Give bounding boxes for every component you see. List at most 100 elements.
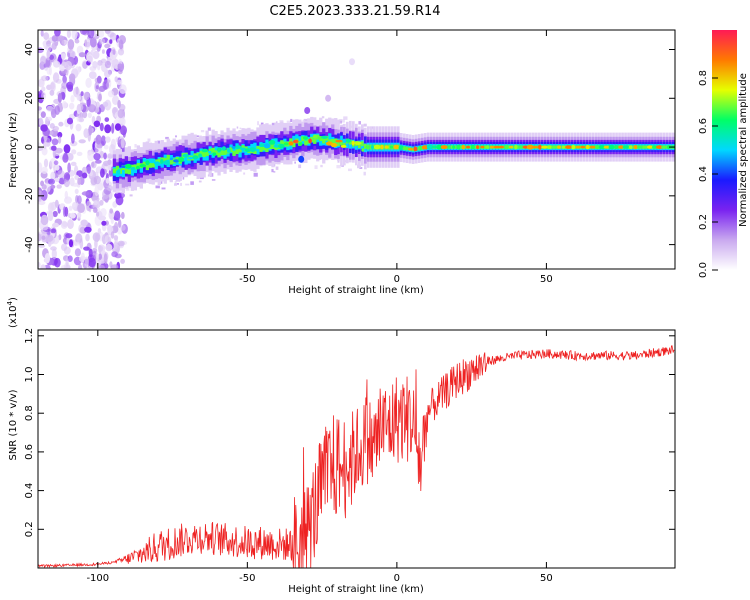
heatmap-cell: [38, 200, 46, 206]
heatmap-cell: [298, 164, 302, 169]
heatmap-cell: [325, 94, 332, 102]
heatmap-cell: [41, 75, 49, 82]
heatmap-cell: [346, 155, 351, 158]
heatmap-cell: [105, 243, 113, 252]
heatmap-cell: [105, 177, 110, 184]
heatmap-cell: [660, 145, 668, 149]
heatmap-cell: [174, 181, 177, 185]
snr-exponent-close: ): [8, 297, 19, 301]
heatmap-cell: [87, 55, 93, 63]
heatmap-cell: [301, 136, 305, 142]
heatmap-cell: [148, 162, 152, 168]
heatmap-cell: [321, 135, 328, 139]
heatmap-cell: [62, 75, 67, 84]
heatmap-cell: [116, 169, 121, 175]
heatmap-cell: [212, 152, 217, 156]
heatmap-cell: [196, 152, 200, 158]
heatmap-cell: [618, 145, 625, 149]
heatmap-cell: [78, 117, 85, 123]
heatmap-cell: [120, 224, 126, 231]
heatmap-cell: [398, 145, 404, 151]
heatmap-cell: [52, 222, 59, 228]
heatmap-cell: [121, 165, 126, 169]
heatmap-cell: [413, 146, 418, 152]
heatmap-cell: [66, 30, 71, 38]
spectrogram-frame: [37, 29, 676, 270]
heatmap-cell: [130, 166, 134, 176]
heatmap-cell: [522, 145, 529, 149]
y-tick-label: 1.0: [24, 367, 35, 383]
heatmap-cell: [85, 233, 90, 242]
heatmap-cell: [136, 165, 140, 170]
heatmap-cell: [69, 177, 75, 187]
heatmap-cell: [598, 145, 606, 150]
heatmap-cell: [589, 145, 596, 149]
heatmap-cell: [50, 184, 56, 189]
heatmap-cell: [493, 145, 501, 149]
heatmap-cell: [298, 155, 305, 163]
heatmap-cell: [220, 150, 224, 156]
heatmap-cell: [507, 145, 511, 149]
heatmap-cell: [459, 145, 463, 149]
heatmap-cell: [111, 58, 120, 69]
heatmap-cell: [136, 163, 140, 168]
heatmap-cell: [41, 184, 47, 190]
heatmap-cell: [421, 145, 429, 150]
heatmap-cell: [71, 30, 78, 40]
heatmap-cell: [108, 172, 113, 177]
heatmap-cell: [56, 170, 65, 179]
colorbar-tick-label: 0.6: [698, 118, 709, 134]
heatmap-cell: [76, 111, 80, 122]
heatmap-cell: [109, 39, 113, 44]
heatmap-cell: [77, 195, 82, 205]
heatmap-cell: [199, 150, 203, 165]
heatmap-cell: [54, 177, 60, 182]
heatmap-cell: [47, 202, 54, 213]
heatmap-cell: [65, 233, 73, 239]
heatmap-cell: [117, 240, 125, 247]
heatmap-cell: [87, 30, 95, 39]
heatmap-cell: [117, 109, 125, 119]
heatmap-cell: [110, 216, 114, 225]
heatmap-cell: [580, 145, 586, 149]
heatmap-cell: [426, 144, 433, 150]
heatmap-cell: [551, 145, 558, 149]
heatmap-cell: [63, 246, 71, 255]
heatmap-cell: [40, 30, 44, 37]
heatmap-cell: [69, 102, 75, 110]
heatmap-cell: [517, 145, 524, 149]
x-tick-label: 0: [394, 274, 400, 285]
snr-exponent-power: 4: [6, 300, 14, 305]
heatmap-cell: [83, 246, 90, 251]
heatmap-cell: [46, 116, 52, 122]
heatmap-cell: [447, 145, 451, 149]
heatmap-cell: [50, 171, 56, 181]
heatmap-cell: [112, 201, 118, 208]
heatmap-cell: [57, 92, 63, 103]
heatmap-cell: [346, 139, 349, 149]
colorbar-label: Normalized spectral amplitude: [738, 73, 749, 227]
heatmap-cell: [304, 140, 308, 146]
heatmap-cell: [52, 72, 60, 83]
heatmap-cell: [84, 226, 92, 233]
heatmap-cell: [46, 50, 51, 58]
heatmap-cell: [290, 118, 293, 122]
heatmap-cell: [60, 220, 68, 229]
heatmap-cell: [96, 75, 102, 84]
heatmap-cell: [351, 140, 355, 146]
heatmap-cell: [76, 170, 84, 178]
heatmap-cell: [45, 44, 52, 52]
heatmap-cell: [358, 143, 361, 148]
heatmap-cell: [622, 145, 630, 149]
heatmap-cell: [387, 144, 391, 150]
colorbar-tick-label: 0.0: [698, 262, 709, 278]
heatmap-cell: [38, 233, 42, 242]
heatmap-cell: [139, 163, 143, 173]
heatmap-cell: [63, 144, 71, 154]
heatmap-cell: [370, 145, 374, 150]
heatmap-cell: [118, 219, 122, 228]
heatmap-cell: [304, 107, 311, 114]
heatmap-cell: [199, 150, 203, 156]
heatmap-cell: [436, 144, 442, 150]
